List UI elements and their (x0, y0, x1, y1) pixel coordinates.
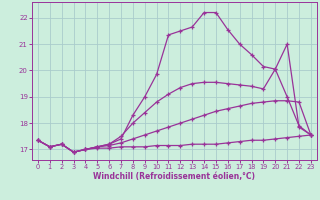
X-axis label: Windchill (Refroidissement éolien,°C): Windchill (Refroidissement éolien,°C) (93, 172, 255, 181)
